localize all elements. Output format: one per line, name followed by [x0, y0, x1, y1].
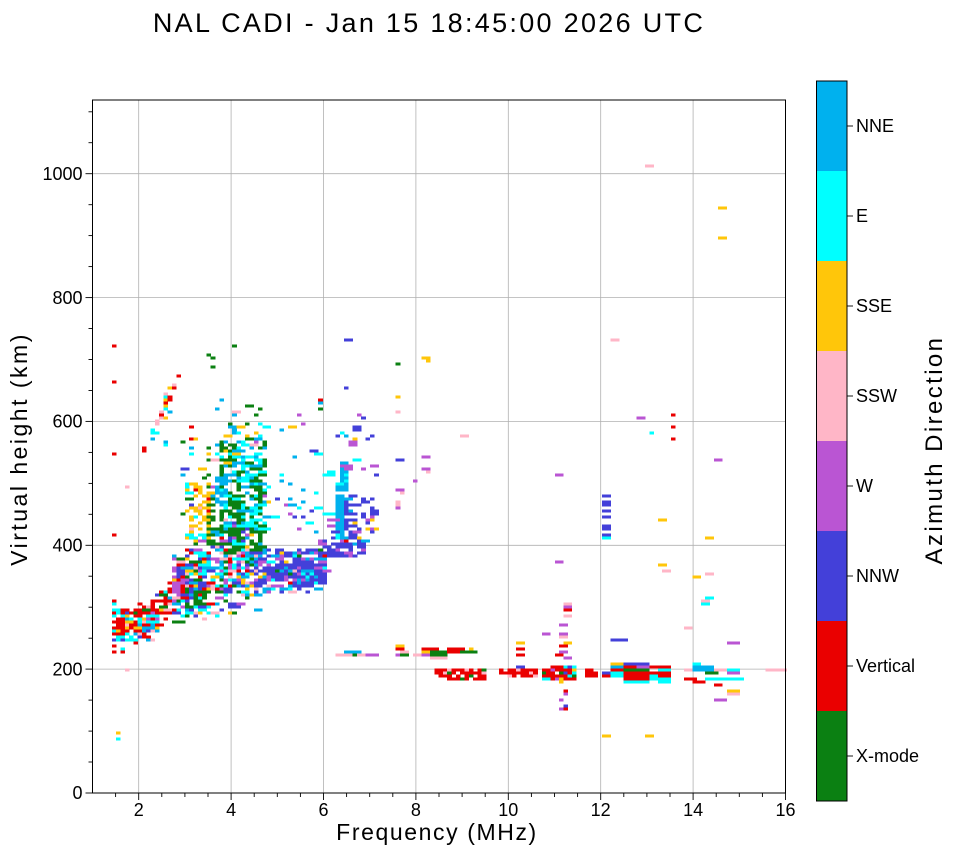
svg-text:4: 4 — [226, 800, 236, 820]
svg-text:16: 16 — [775, 800, 795, 820]
svg-text:W: W — [856, 476, 873, 496]
svg-text:1000: 1000 — [42, 164, 82, 184]
svg-text:12: 12 — [591, 800, 611, 820]
svg-text:400: 400 — [52, 536, 82, 556]
svg-text:2: 2 — [134, 800, 144, 820]
svg-text:6: 6 — [318, 800, 328, 820]
svg-text:Azimuth Direction: Azimuth Direction — [921, 336, 948, 565]
svg-text:Frequency (MHz): Frequency (MHz) — [336, 819, 538, 845]
svg-text:Virtual height (km): Virtual height (km) — [6, 332, 32, 566]
svg-text:10: 10 — [498, 800, 518, 820]
svg-text:Vertical: Vertical — [856, 656, 915, 676]
svg-text:0: 0 — [72, 783, 82, 803]
svg-text:200: 200 — [52, 659, 82, 679]
svg-text:E: E — [856, 206, 868, 226]
svg-text:8: 8 — [411, 800, 421, 820]
svg-text:SSE: SSE — [856, 296, 892, 316]
svg-text:NNW: NNW — [856, 566, 899, 586]
svg-text:600: 600 — [52, 412, 82, 432]
svg-text:800: 800 — [52, 288, 82, 308]
svg-text:NNE: NNE — [856, 116, 894, 136]
svg-text:X-mode: X-mode — [856, 746, 919, 766]
svg-text:SSW: SSW — [856, 386, 897, 406]
svg-text:14: 14 — [683, 800, 703, 820]
svg-text:NAL CADI - Jan 15 18:45:00 202: NAL CADI - Jan 15 18:45:00 2026 UTC — [153, 8, 705, 38]
